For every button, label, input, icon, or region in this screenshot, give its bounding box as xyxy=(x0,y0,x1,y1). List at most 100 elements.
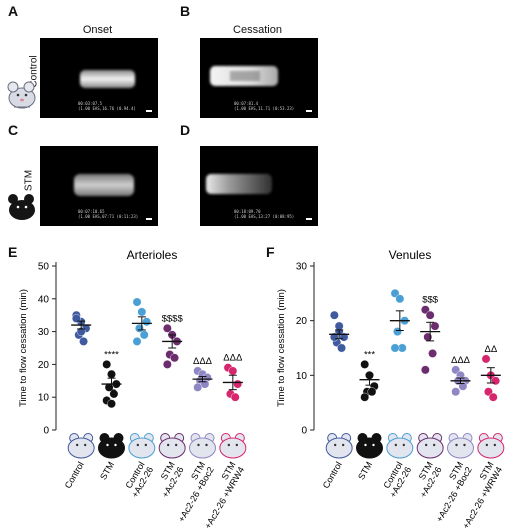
cessation-title: Cessation xyxy=(233,24,282,36)
significance-annotation: ΔΔΔ xyxy=(451,355,471,366)
scale-bar-c xyxy=(146,218,152,220)
category-label: STM xyxy=(356,460,374,481)
chart-title: Venules xyxy=(389,248,432,262)
data-point xyxy=(430,321,440,331)
data-point xyxy=(109,389,119,399)
category-label: Control+Ac2-26 xyxy=(121,460,155,499)
data-point xyxy=(170,353,179,363)
y-tick-label: 40 xyxy=(38,294,50,305)
y-tick-label: 10 xyxy=(38,393,50,404)
data-point xyxy=(395,294,405,304)
data-point xyxy=(420,365,430,375)
y-axis-label: Time to flow cessation (min) xyxy=(276,289,287,407)
mouse-icon xyxy=(386,433,414,459)
data-point xyxy=(228,366,238,376)
y-tick-label: 0 xyxy=(43,426,49,437)
data-point xyxy=(334,321,344,331)
mouse-icon xyxy=(325,433,353,459)
venules-chart: Venules 0 10 20 30 Time to flow cessation (mi… xyxy=(276,248,505,529)
data-point xyxy=(488,392,498,402)
mouse-icon xyxy=(98,433,125,459)
panel-letter-c: C xyxy=(8,122,19,138)
data-point xyxy=(102,360,112,369)
data-point xyxy=(79,337,88,346)
data-point xyxy=(360,360,370,369)
data-point xyxy=(458,381,468,391)
data-point xyxy=(233,379,243,389)
data-point xyxy=(367,387,377,397)
mouse-icon xyxy=(128,433,156,459)
data-point xyxy=(425,310,435,320)
scale-bar-b xyxy=(306,110,312,112)
data-point xyxy=(393,327,402,337)
y-tick-label: 50 xyxy=(38,262,50,273)
category-label: Control+Ac2-26 xyxy=(379,460,413,499)
white-mouse-icon xyxy=(7,81,36,109)
scale-bar-d xyxy=(306,218,312,220)
data-point xyxy=(137,307,147,317)
micrograph-d: 00:18:09.70 (1.00 EAS,13:27 (0:08:95) xyxy=(200,146,318,226)
micrograph-c: 00:07:10.65 (1.00 EAS,07:71 (0:11:23) xyxy=(40,146,158,226)
category-label: Control xyxy=(63,460,86,490)
mouse-icon xyxy=(356,433,383,459)
significance-annotation: *** xyxy=(364,349,375,360)
data-point xyxy=(491,376,501,386)
category-label: STM+Ac2-26 xyxy=(409,460,443,499)
data-point xyxy=(423,332,433,342)
significance-annotation: ΔΔΔ xyxy=(223,353,243,364)
y-tick-label: 20 xyxy=(38,360,50,371)
mouse-icon xyxy=(67,433,95,459)
chart-title: Arterioles xyxy=(127,248,178,262)
timestamp-b: 00:07:81.4 (1.00 EAS,11.71 (0:53.23) xyxy=(234,101,295,111)
timestamp-d: 00:18:09.70 (1.00 EAS,13:27 (0:08:95) xyxy=(234,209,295,219)
data-point xyxy=(360,392,370,402)
data-point xyxy=(337,343,346,353)
mouse-icon xyxy=(158,433,186,459)
category-label: STM xyxy=(98,460,116,481)
scale-bar-a xyxy=(146,110,152,112)
timestamp-a: 00:03:07.5 (1.00 EAS,16.76 (0.94.4) xyxy=(78,101,136,111)
data-point xyxy=(451,387,461,397)
category-label: STM+Ac2-26 xyxy=(151,460,185,499)
onset-title: Onset xyxy=(82,24,113,36)
mouse-icon xyxy=(416,433,444,459)
mouse-icon xyxy=(447,433,474,459)
y-tick-label: 30 xyxy=(38,327,50,338)
y-tick-label: 30 xyxy=(296,262,308,273)
data-point xyxy=(71,314,81,323)
arterioles-chart: Arterioles 0 10 20 30 40 50 Time to flow cessat… xyxy=(18,248,247,529)
y-tick-label: 20 xyxy=(296,316,308,327)
data-point xyxy=(193,382,203,392)
data-point xyxy=(162,323,172,333)
data-point xyxy=(139,330,149,340)
data-point xyxy=(107,369,116,379)
panel-letter-e: E xyxy=(8,244,18,260)
y-axis-label: Time to flow cessation (min) xyxy=(18,289,29,407)
mouse-icon xyxy=(189,433,216,459)
data-point xyxy=(162,360,172,369)
mouse-icon xyxy=(477,433,505,459)
data-point xyxy=(329,310,339,320)
micrograph-b: 00:07:81.4 (1.00 EAS,11.71 (0:53.23) xyxy=(200,38,318,118)
data-point xyxy=(390,343,400,353)
mouse-icon xyxy=(219,433,247,459)
y-tick-label: 10 xyxy=(296,371,308,382)
significance-annotation: ΔΔΔ xyxy=(193,356,213,367)
significance-annotation: **** xyxy=(104,349,119,360)
panel-letter-b: B xyxy=(180,3,191,19)
black-mouse-icon xyxy=(8,194,35,220)
category-label: Control xyxy=(321,460,344,490)
data-point xyxy=(107,399,116,409)
micrograph-a: 00:03:07.5 (1.00 EAS,16.76 (0.94.4) xyxy=(40,38,158,118)
significance-annotation: ΔΔ xyxy=(484,344,497,355)
y-tick-label: 0 xyxy=(301,426,307,437)
panel-letter-f: F xyxy=(266,244,275,260)
data-point xyxy=(230,392,240,402)
significance-annotation: $$$$ xyxy=(162,313,184,324)
timestamp-c: 00:07:10.65 (1.00 EAS,07:71 (0:11:23) xyxy=(78,209,139,219)
data-point xyxy=(132,297,142,307)
panel-letter-a: A xyxy=(8,3,19,19)
significance-annotation: $$$ xyxy=(422,295,439,306)
panel-letter-d: D xyxy=(180,122,191,138)
data-point xyxy=(132,337,142,346)
